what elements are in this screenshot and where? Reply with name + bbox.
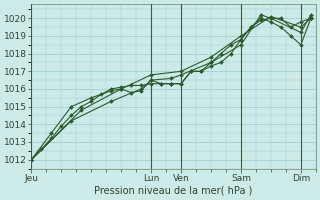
X-axis label: Pression niveau de la mer( hPa ): Pression niveau de la mer( hPa ) bbox=[94, 186, 253, 196]
